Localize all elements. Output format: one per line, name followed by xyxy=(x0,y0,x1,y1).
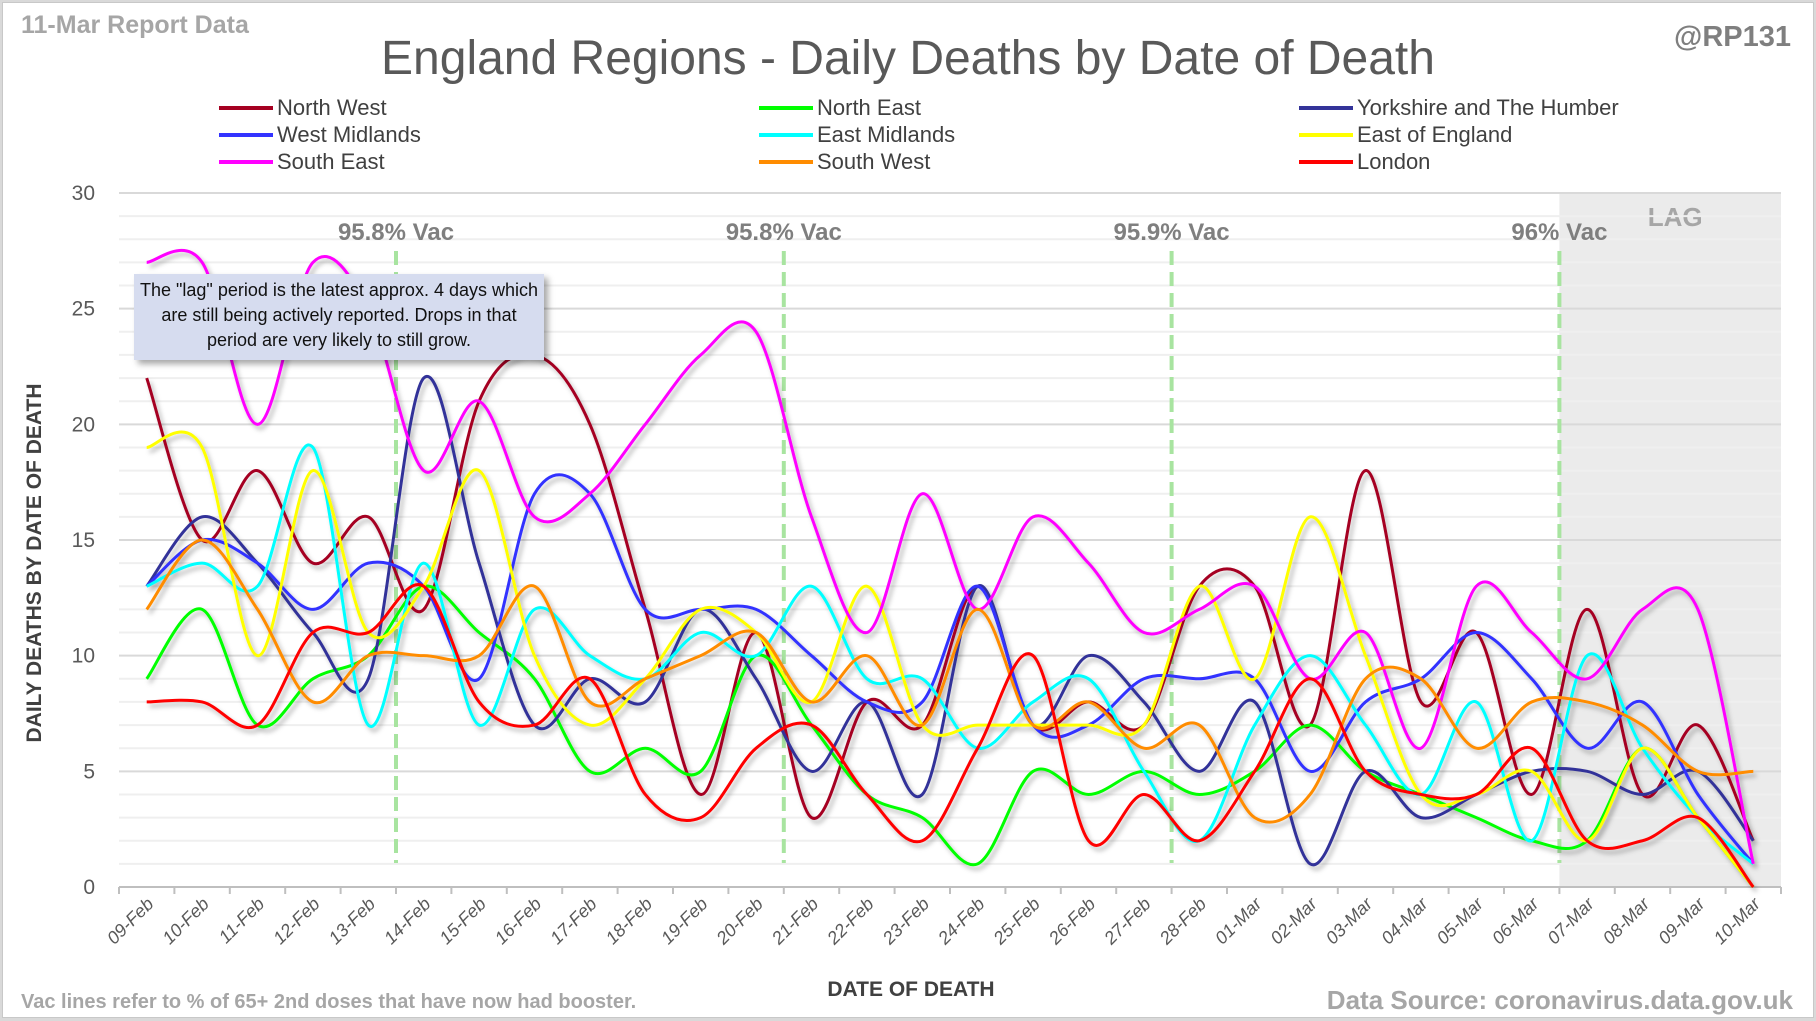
chart-title: England Regions - Daily Deaths by Date o… xyxy=(381,32,1435,85)
x-tick-label: 04-Mar xyxy=(1377,893,1432,948)
legend-item: South West xyxy=(759,149,930,175)
series-line-east-of-england xyxy=(146,430,1755,888)
legend-item: London xyxy=(1299,149,1430,175)
x-tick-label: 03-Mar xyxy=(1322,893,1377,948)
x-tick-label: 01-Mar xyxy=(1211,893,1266,948)
x-tick-label: 24-Feb xyxy=(933,894,988,949)
x-tick-label: 17-Feb xyxy=(546,894,600,948)
legend-item: North West xyxy=(219,95,387,121)
x-tick-label: 23-Feb xyxy=(878,894,933,949)
author-handle: @RP131 xyxy=(1674,21,1791,53)
legend-item: West Midlands xyxy=(219,122,421,148)
legend-item: South East xyxy=(219,149,385,175)
legend-label: South East xyxy=(277,149,385,174)
x-tick-label: 14-Feb xyxy=(380,894,434,948)
x-tick-label: 21-Feb xyxy=(767,894,822,949)
series-line-london xyxy=(146,583,1755,888)
x-tick-label: 18-Feb xyxy=(602,894,656,948)
x-axis-label: DATE OF DEATH xyxy=(827,978,995,1001)
y-tick-label: 30 xyxy=(72,182,95,205)
x-tick-label: 26-Feb xyxy=(1044,894,1099,949)
legend-item: East of England xyxy=(1299,122,1512,148)
x-tick-label: 07-Mar xyxy=(1543,893,1598,948)
x-tick-label: 02-Mar xyxy=(1266,893,1321,948)
x-tick-label: 12-Feb xyxy=(269,894,323,948)
legend: North West North East Yorkshire and The Hu… xyxy=(3,95,1816,183)
legend-item: North East xyxy=(759,95,921,121)
series-line-north-east xyxy=(145,584,1755,888)
x-tick-label: 28-Feb xyxy=(1155,894,1210,949)
vac-label: 95.8% Vac xyxy=(726,219,842,246)
series-line-east-midlands xyxy=(146,443,1755,866)
legend-item: Yorkshire and The Humber xyxy=(1299,95,1619,121)
x-tick-label: 16-Feb xyxy=(491,894,545,948)
legend-label: West Midlands xyxy=(277,122,421,147)
vac-footnote: Vac lines refer to % of 65+ 2nd doses th… xyxy=(21,991,637,1013)
y-tick-label: 10 xyxy=(72,645,95,668)
legend-label: South West xyxy=(817,149,931,174)
x-tick-label: 10-Feb xyxy=(158,894,212,948)
x-tick-label: 20-Feb xyxy=(712,894,767,949)
series-line-south-west xyxy=(145,538,1754,824)
legend-swatch xyxy=(759,106,813,110)
y-tick-label: 20 xyxy=(72,413,95,436)
y-tick-label: 0 xyxy=(83,876,95,899)
legend-label: North East xyxy=(817,95,921,120)
x-tick-label: 11-Feb xyxy=(215,894,269,948)
legend-swatch xyxy=(1299,160,1353,164)
x-tick-label: 08-Mar xyxy=(1599,893,1654,948)
lag-callout: The "lag" period is the latest approx. 4… xyxy=(134,274,544,360)
x-tick-label: 19-Feb xyxy=(657,894,711,948)
report-label: 11-Mar Report Data xyxy=(21,11,249,39)
data-source: Data Source: coronavirus.data.gov.uk xyxy=(1326,985,1793,1015)
y-tick-label: 5 xyxy=(83,760,95,783)
legend-swatch xyxy=(219,160,273,164)
y-tick-label: 15 xyxy=(72,529,95,552)
x-tick-label: 22-Feb xyxy=(823,894,878,949)
legend-swatch xyxy=(219,106,273,110)
legend-label: Yorkshire and The Humber xyxy=(1357,95,1619,120)
x-tick-label: 25-Feb xyxy=(989,894,1044,949)
vac-label: 95.9% Vac xyxy=(1114,219,1230,246)
legend-label: North West xyxy=(277,95,387,120)
legend-swatch xyxy=(759,133,813,137)
legend-swatch xyxy=(1299,133,1353,137)
y-tick-label: 25 xyxy=(72,298,95,321)
x-tick-label: 10-Mar xyxy=(1710,893,1765,948)
series-group xyxy=(145,248,1755,888)
legend-label: East Midlands xyxy=(817,122,956,147)
x-tick-label: 06-Mar xyxy=(1488,893,1543,948)
x-tick-label: 09-Feb xyxy=(103,894,157,948)
legend-label: East of England xyxy=(1357,122,1513,147)
legend-label: London xyxy=(1357,149,1431,174)
vac-label: 95.8% Vac xyxy=(338,219,454,246)
series-line-south-east xyxy=(146,248,1755,865)
series-line-north-west xyxy=(145,352,1755,842)
legend-swatch xyxy=(759,160,813,164)
x-tick-label: 13-Feb xyxy=(325,894,379,948)
x-tick-label: 09-Mar xyxy=(1654,893,1709,948)
x-tick-label: 27-Feb xyxy=(1100,894,1155,949)
legend-item: East Midlands xyxy=(759,122,955,148)
series-line-yorkshire-and-the-humber xyxy=(145,374,1755,867)
x-tick-label: 15-Feb xyxy=(435,894,489,948)
x-tick-label: 05-Mar xyxy=(1433,893,1488,948)
legend-swatch xyxy=(1299,106,1353,110)
vac-label: 96% Vac xyxy=(1511,219,1607,246)
legend-swatch xyxy=(219,133,273,137)
